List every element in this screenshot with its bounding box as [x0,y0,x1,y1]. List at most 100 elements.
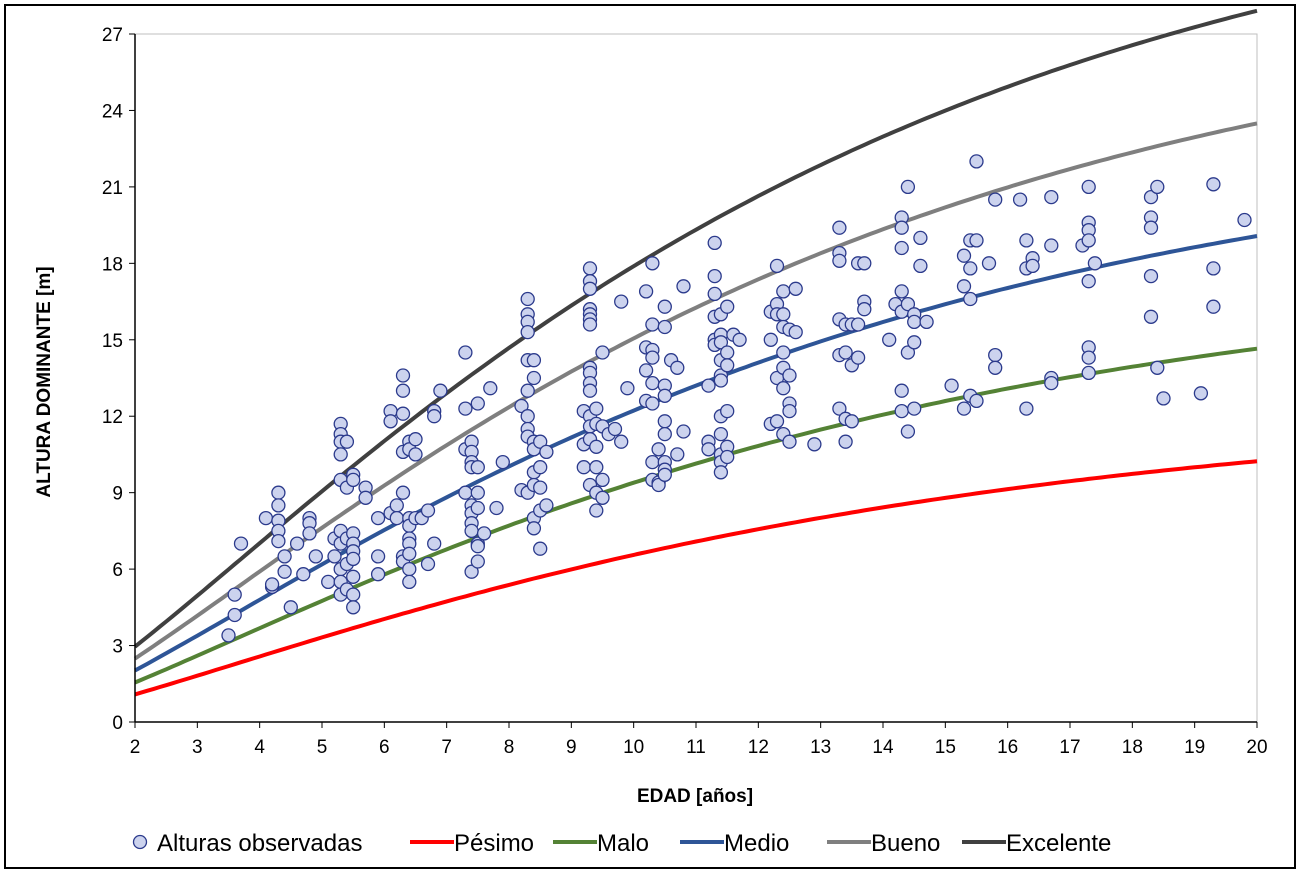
observed-point [470,485,485,500]
legend-label-excelente: Excelente [1006,830,1111,857]
observed-point [333,447,348,462]
observed-point [370,510,386,526]
observed-point [645,350,660,365]
observed-point [346,587,361,602]
observed-point [582,261,598,276]
observed-point [346,600,361,615]
observed-point [850,317,866,332]
observed-point [720,299,735,314]
observed-point [520,409,535,424]
observed-point [1081,233,1096,248]
x-tick-label: 18 [1122,737,1143,758]
observed-point [389,498,404,513]
observed-point [408,447,423,462]
observed-point [1143,220,1159,235]
observed-point [707,286,722,302]
observed-point [526,370,542,386]
observed-point [732,332,747,347]
observed-point [408,432,423,447]
observed-point [427,536,442,551]
observed-point [657,426,672,442]
observed-point [589,401,604,416]
x-tick-label: 12 [748,737,769,758]
observed-point [1143,189,1159,205]
observed-point [763,332,778,347]
observed-point [645,256,660,271]
observed-point [701,378,716,393]
observed-point [321,574,336,590]
observed-point [1081,274,1096,289]
observed-point [788,324,803,340]
observed-point [1012,192,1028,207]
observed-point [370,567,386,582]
observed-point [483,381,498,396]
observed-point [988,360,1003,375]
observed-point [969,233,984,248]
observed-point [464,564,479,579]
observed-point [900,296,916,312]
observed-point [271,485,286,500]
observed-point [595,345,610,360]
observed-point [707,268,722,284]
x-tick-label: 14 [872,737,894,758]
observed-point [913,258,928,274]
y-axis-title: ALTURA DOMINANTE [m] [34,266,55,497]
observed-point [907,314,922,330]
legend-label-pésimo: Pésimo [454,830,534,857]
x-tick-label: 2 [130,737,141,758]
observed-point [900,345,916,360]
observed-point [769,414,785,429]
observed-point [520,383,535,398]
observed-point [657,467,672,482]
x-tick-label: 9 [566,737,577,758]
observed-point [614,434,629,449]
observed-point [1019,233,1034,248]
y-tick-label: 24 [102,101,124,122]
observed-point [277,564,292,579]
observed-point [1025,258,1040,274]
observed-point [907,401,922,416]
curve-excelente [133,8,1258,649]
observed-point [402,546,417,561]
observed-point [271,533,286,549]
observed-point [645,317,660,332]
observed-point [420,503,436,518]
observed-point [1044,189,1059,205]
x-tick-label: 16 [997,737,1018,758]
observed-point [420,556,436,572]
x-tick-label: 19 [1184,737,1205,758]
observed-point [289,536,305,551]
observed-point [582,317,598,332]
observed-point [713,426,729,442]
observed-point [1206,261,1221,276]
x-tick-label: 11 [686,737,706,758]
observed-point [919,314,934,330]
observed-point [395,368,411,383]
observed-point [427,409,442,424]
observed-point [850,350,866,365]
x-tick-label: 13 [810,737,831,758]
observed-point [470,554,485,569]
x-axis-title: EDAD [años] [637,786,753,807]
observed-point [582,383,598,398]
y-tick-label: 9 [112,484,123,505]
observed-point [900,179,916,195]
observed-point [657,388,672,403]
observed-point [1206,299,1221,314]
observed-point [533,460,548,475]
y-tick-label: 3 [112,637,123,658]
x-tick-label: 7 [441,737,452,758]
observed-point [713,335,729,350]
observed-point [1150,179,1165,195]
legend-label-observed: Alturas observadas [157,830,362,857]
observed-point [657,299,672,314]
observed-point [776,307,791,322]
legend: Alturas observadas Pésimo Malo Medio Bueno Ex… [132,830,1111,857]
observed-point [882,332,897,347]
observed-point [1237,212,1252,228]
observed-point [1044,375,1059,391]
observed-point [981,256,997,271]
observed-point [221,628,236,643]
observed-point [676,279,691,294]
